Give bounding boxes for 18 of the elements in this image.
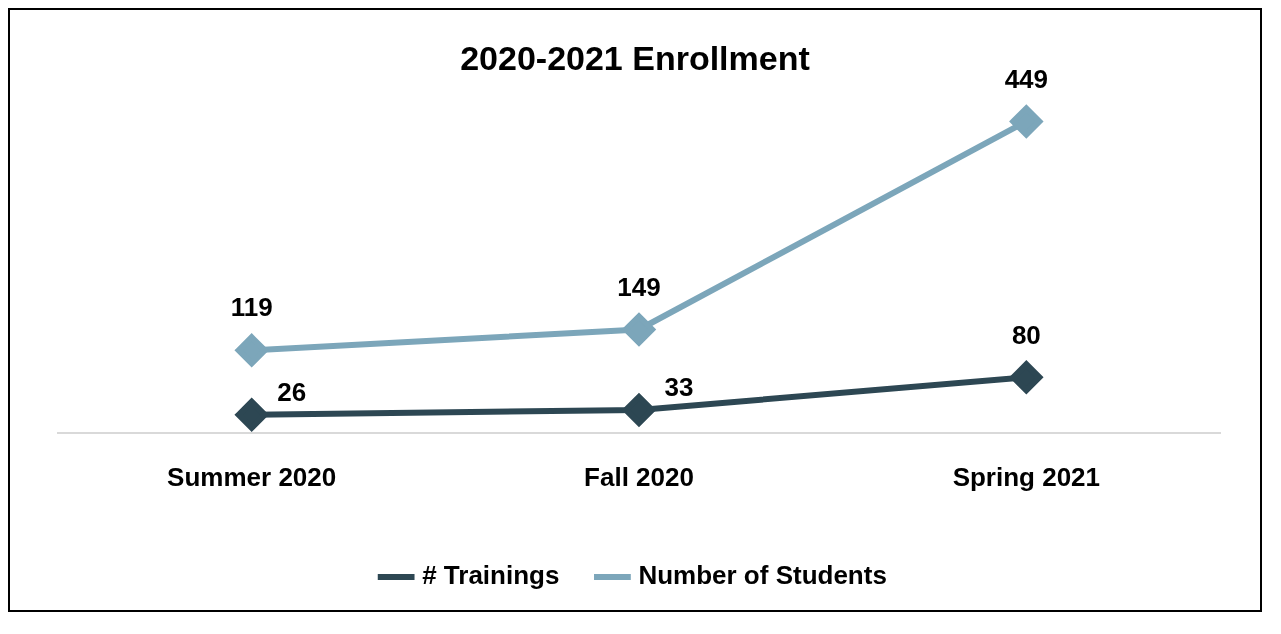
point [1010,105,1043,138]
chart-title: 2020-2021 Enrollment [460,38,810,77]
point [235,398,268,431]
point [235,334,268,367]
point [623,313,655,346]
data-label: 149 [617,271,661,302]
x-tick-label: Spring 2021 [952,461,1101,492]
data-label: 33 [664,372,694,403]
legend-label: Number of Students [638,560,887,591]
point [1010,361,1043,394]
data-label: 80 [1011,319,1041,350]
data-label: 449 [1004,63,1049,94]
x-tick-label: Fall 2020 [584,461,694,492]
x-tick-label: Summer 2020 [167,461,337,492]
point [623,393,655,426]
data-label: 26 [277,376,307,407]
legend-label: # Trainings [422,560,560,591]
data-label: 119 [230,292,273,323]
